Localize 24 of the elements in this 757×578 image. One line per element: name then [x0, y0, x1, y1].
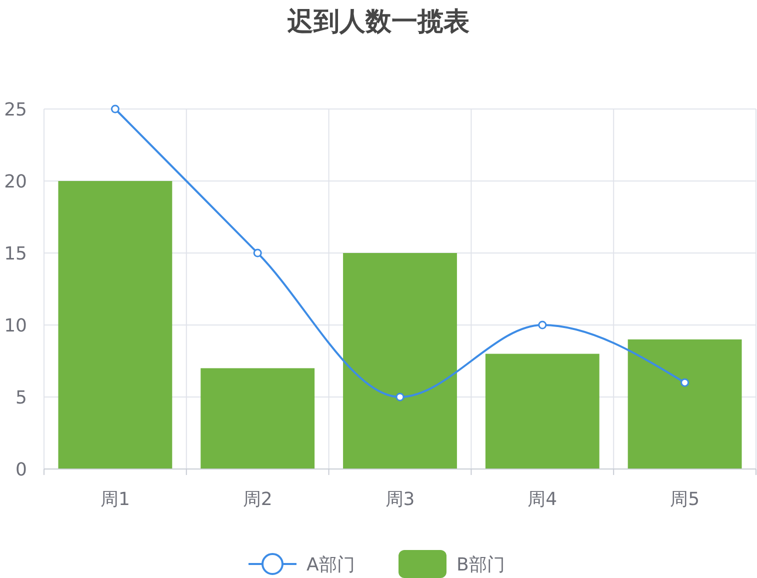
point — [680, 378, 690, 387]
y-tick-label: 0 — [16, 459, 27, 480]
bar — [485, 354, 600, 469]
bar — [343, 253, 457, 469]
point — [538, 320, 547, 330]
x-tick-label: 周5 — [670, 489, 700, 510]
point — [396, 392, 404, 402]
y-tick-label: 15 — [4, 243, 27, 264]
point — [110, 104, 120, 114]
point — [253, 248, 262, 258]
x-tick-label: 周2 — [242, 489, 272, 510]
x-tick-label: 周1 — [100, 489, 130, 510]
y-tick-label: 10 — [4, 315, 27, 336]
x-tick-label: 周4 — [528, 489, 558, 510]
x-tick-label: 周3 — [385, 489, 415, 510]
chart-title: 迟到人数一揽表 — [286, 7, 470, 37]
legend-label: A部门 — [306, 554, 355, 576]
legend-label: B部门 — [456, 554, 505, 576]
bar — [628, 339, 742, 469]
bar — [58, 181, 172, 469]
y-tick-label: 20 — [4, 171, 27, 192]
y-tick-label: 25 — [4, 99, 27, 120]
y-tick-label: 5 — [16, 387, 27, 408]
bar — [200, 368, 315, 469]
